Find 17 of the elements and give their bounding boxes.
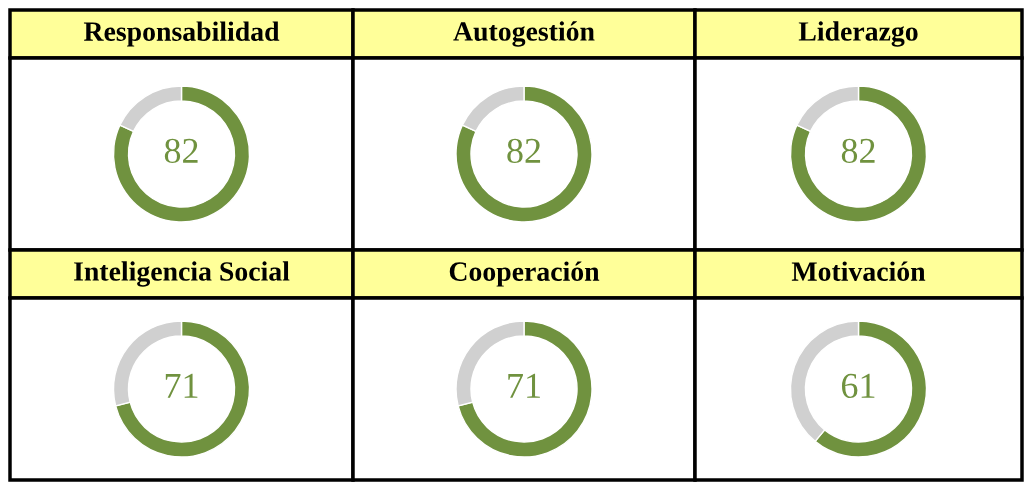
data-label: 82 [507, 138, 541, 164]
data-label: 71 [508, 373, 540, 398]
chart-title: Responsabilidad [83, 21, 280, 47]
chart-title: Motivación [791, 261, 926, 281]
donut-slice [789, 85, 928, 223]
data-label: 82 [164, 138, 198, 164]
data-label: 71 [165, 373, 198, 398]
chart-title: Inteligencia Social [74, 261, 290, 287]
donut-slice [455, 85, 593, 223]
donut-slice [112, 85, 251, 223]
chart-title: Liderazgo [798, 21, 918, 47]
chart-title: Autogestión [453, 21, 595, 47]
donut-slice [114, 320, 251, 458]
donut-slice [457, 320, 593, 458]
data-label: 82 [841, 138, 875, 164]
data-label: 61 [842, 373, 875, 399]
chart-title: Cooperación [449, 261, 600, 287]
